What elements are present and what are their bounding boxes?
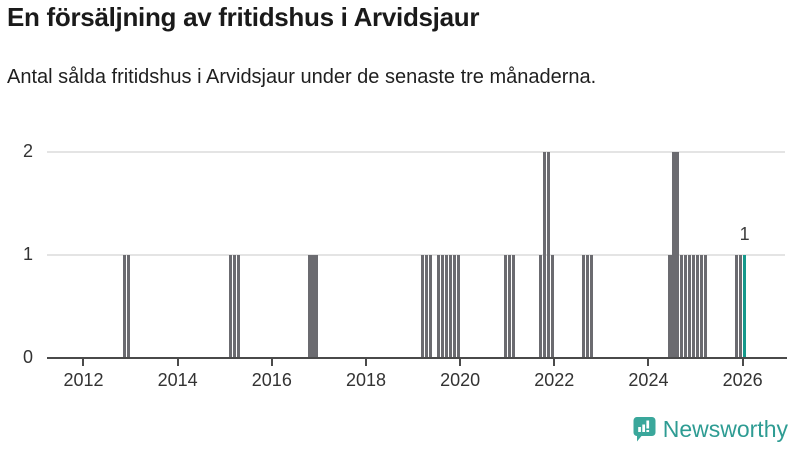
bar-2016-10 — [307, 255, 311, 358]
bar-value-label: 1 — [739, 224, 750, 244]
bar-2022-09 — [586, 255, 590, 358]
bar-2025-03 — [703, 255, 707, 358]
bar-2016-12 — [315, 255, 319, 358]
x-axis-line — [47, 357, 787, 359]
bar-2019-12 — [456, 255, 460, 358]
x-tick-label: 2026 — [722, 370, 763, 390]
y-tick-label: 2 — [22, 141, 33, 161]
bar-2019-04 — [425, 255, 429, 358]
gridline-y2 — [47, 151, 785, 153]
axis-tick — [647, 358, 650, 366]
bar-2020-12 — [503, 255, 507, 358]
bar-2024-10 — [684, 255, 688, 358]
axis-tick — [82, 358, 85, 366]
bar-2021-01 — [507, 255, 511, 358]
bar-2024-06 — [668, 255, 672, 358]
bar-2024-07 — [672, 152, 676, 358]
page-title: En försäljning av fritidshus i Arvidsjau… — [7, 2, 480, 32]
y-tick-label: 0 — [22, 347, 33, 367]
bar-2015-04 — [236, 255, 241, 358]
bar-2019-10 — [448, 255, 452, 358]
x-tick-label: 2020 — [440, 370, 481, 390]
bar-2019-08 — [440, 255, 445, 358]
bar-2022-08 — [582, 255, 586, 358]
x-tick-label: 2018 — [345, 370, 386, 390]
axis-tick — [364, 358, 367, 366]
bar-2021-12 — [550, 255, 554, 358]
bar-2016-11 — [311, 255, 315, 358]
bar-2022-10 — [590, 255, 594, 358]
x-tick-label: 2012 — [63, 370, 104, 390]
bar-2021-10 — [542, 152, 547, 358]
brand-footer: Newsworthy — [633, 416, 788, 443]
axis-tick — [741, 358, 744, 366]
bar-2024-11 — [688, 255, 692, 358]
axis-tick — [459, 358, 462, 366]
bar-2019-03 — [421, 255, 425, 358]
bar-2019-07 — [437, 255, 441, 358]
bar-2025-12 — [739, 255, 743, 358]
bar-2012-12 — [127, 255, 131, 358]
x-tick-label: 2014 — [157, 370, 198, 390]
gridline-y1 — [47, 254, 785, 256]
bar-2025-01 — [695, 255, 700, 358]
newsworthy-logo-icon — [633, 416, 656, 443]
x-tick-label: 2016 — [251, 370, 292, 390]
bar-2015-02 — [229, 255, 233, 358]
bar-2026-01 — [743, 255, 747, 358]
bar-2012-11 — [123, 255, 127, 358]
bar-2024-12 — [692, 255, 696, 358]
brand-name: Newsworthy — [662, 416, 788, 442]
bar-2021-11 — [546, 152, 550, 358]
axis-tick — [553, 358, 556, 366]
bar-2019-11 — [452, 255, 456, 358]
bar-2021-02 — [511, 255, 515, 358]
bar-2025-11 — [735, 255, 739, 358]
bar-2019-05 — [429, 255, 433, 358]
axis-tick — [270, 358, 273, 366]
bar-2024-08 — [676, 152, 680, 358]
bar-2015-03 — [232, 255, 237, 358]
bar-2025-02 — [699, 255, 703, 358]
chart-subtitle: Antal sålda fritidshus i Arvidsjaur unde… — [7, 66, 597, 88]
axis-tick — [176, 358, 179, 366]
bar-2021-09 — [539, 255, 543, 358]
bar-2024-09 — [680, 255, 684, 358]
x-tick-label: 2024 — [628, 370, 669, 390]
x-tick-label: 2022 — [534, 370, 575, 390]
y-tick-label: 1 — [22, 244, 33, 264]
bar-2019-09 — [444, 255, 448, 358]
